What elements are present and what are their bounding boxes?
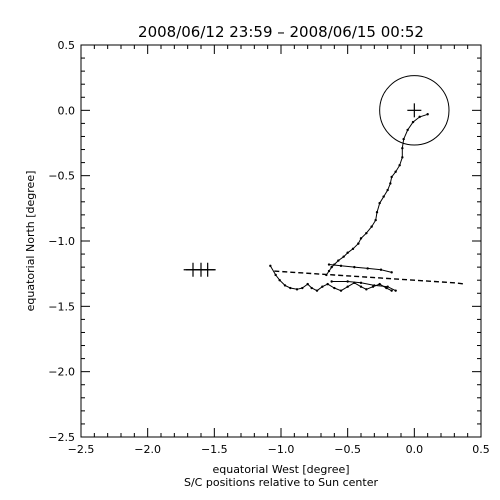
x-tick-label: −2.5	[68, 443, 95, 456]
y-tick-label: −1.5	[48, 300, 75, 313]
track-loops-point	[365, 288, 368, 291]
track-return-point	[386, 285, 389, 288]
track-descent-point	[365, 231, 368, 235]
track-loops-point	[321, 285, 324, 288]
track-loops-point	[315, 289, 319, 292]
chart-title: 2008/06/12 23:59 – 2008/06/15 00:52	[138, 23, 424, 41]
track-descent-point	[370, 225, 373, 228]
x-tick-label: 0.5	[472, 443, 490, 456]
track-descent-point	[401, 147, 404, 150]
y-tick-label: 0.0	[58, 104, 76, 117]
track-return-lower-line	[331, 281, 396, 292]
track-loops-point	[333, 286, 336, 290]
y-axis-label: equatorial North [degree]	[24, 171, 37, 312]
track-loops-point	[326, 282, 329, 286]
track-descent-point	[418, 115, 421, 119]
track-return-point	[353, 265, 356, 269]
track-loops-point	[278, 279, 281, 282]
track-loops-point	[346, 285, 349, 288]
track-descent-point	[411, 120, 415, 124]
track-descent-point	[351, 247, 355, 251]
axis-ticks	[80, 44, 482, 438]
track-loops-point	[339, 289, 343, 292]
track-descent-point	[375, 211, 379, 214]
sun-disk	[379, 75, 450, 146]
plot-area	[80, 44, 482, 438]
y-tick-label: −2.0	[48, 366, 75, 379]
track-return-point	[390, 271, 393, 274]
track-return-point	[366, 267, 369, 270]
x-axis-subtitle: S/C positions relative to Sun center	[184, 476, 378, 489]
track-loops-point	[301, 286, 304, 290]
track-descent-point	[402, 137, 405, 141]
track-descent-point	[330, 265, 333, 269]
track-loops-point	[359, 285, 363, 288]
track-return-point	[379, 268, 383, 271]
track-descent-point	[390, 175, 393, 179]
track-descent-point	[426, 113, 429, 116]
track-loops-point	[378, 282, 381, 286]
y-tick-label: 0.5	[58, 39, 76, 52]
track-descent-point	[342, 255, 345, 258]
track-descent-point	[346, 251, 349, 254]
track-loops-point	[390, 289, 393, 292]
track-loops-point	[310, 286, 313, 290]
track-return-point	[327, 263, 331, 266]
track-descent-point	[386, 188, 389, 192]
track-return-upper-line	[328, 264, 392, 273]
plot-content	[183, 75, 466, 292]
track-return-point	[359, 281, 363, 285]
x-tick-label: −1.0	[268, 443, 295, 456]
y-tick-label: −2.5	[48, 431, 75, 444]
x-tick-label: −0.5	[334, 443, 361, 456]
track-descent-point	[359, 237, 363, 240]
track-loops-point	[295, 288, 299, 291]
track-descent-point	[389, 182, 392, 185]
track-descent-point	[406, 128, 409, 132]
track-return-point	[394, 289, 397, 292]
track-return-point	[346, 280, 349, 283]
track-descent-point	[382, 195, 385, 198]
track-loops-line	[269, 265, 392, 292]
x-tick-label: 0.0	[406, 443, 424, 456]
track-return-point	[339, 264, 343, 268]
track-descent-point	[357, 242, 360, 245]
track-loops-point	[306, 282, 309, 286]
track-descent-point	[327, 269, 331, 273]
track-descent-line	[325, 113, 428, 276]
axis-tick-labels: −2.5 −2.0 −1.5 −1.0 −0.5 0.0 0.5 0.5 0.0 −0.5 −1.0…	[48, 39, 489, 456]
track-return-point	[330, 280, 333, 283]
track-descent-point	[378, 201, 381, 205]
x-tick-label: −2.0	[134, 443, 161, 456]
track-return-point	[373, 284, 376, 287]
y-tick-label: −0.5	[48, 170, 75, 183]
track-descent-point	[374, 218, 377, 222]
x-tick-label: −1.5	[201, 443, 228, 456]
track-descent-point	[398, 164, 401, 167]
y-tick-label: −1.0	[48, 235, 75, 248]
track-descent-point	[401, 156, 404, 159]
track-loops-point	[274, 273, 277, 277]
x-axis-label: equatorial West [degree]	[212, 463, 349, 476]
track-loops-point	[283, 284, 287, 287]
track-dashed-line	[274, 270, 466, 285]
track-loops-point	[269, 264, 272, 268]
track-loops-point	[289, 286, 292, 290]
track-descent-point	[394, 170, 397, 173]
track-descent-point	[337, 259, 340, 262]
